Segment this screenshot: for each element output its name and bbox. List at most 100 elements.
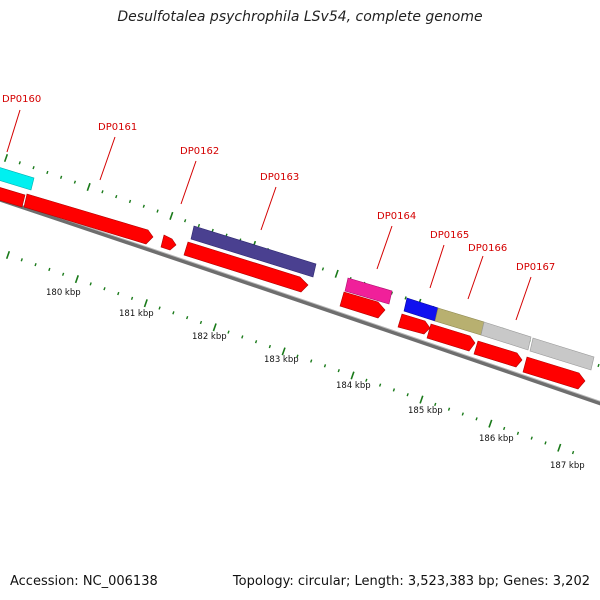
cds-arrow-dp0163[interactable] — [183, 241, 309, 293]
gene-label-dp0166[interactable]: DP0166 — [468, 243, 507, 254]
label-leaders — [6, 109, 532, 321]
upper-tick-minor — [404, 296, 407, 300]
scale-tick-minor — [530, 436, 533, 440]
scale-tick-major — [74, 275, 79, 284]
scale-tick-major — [5, 250, 11, 260]
leader-dp0163 — [260, 186, 277, 231]
upper-tick-major — [169, 211, 174, 220]
gene-block-dp0160[interactable] — [0, 166, 35, 191]
leader-dp0161 — [99, 136, 116, 181]
leader-dp0162 — [180, 160, 197, 205]
scale-tick-minor — [158, 306, 161, 310]
scale-tick-major — [557, 443, 562, 452]
gene-label-dp0163[interactable]: DP0163 — [260, 172, 299, 183]
scale-tick-major — [143, 299, 148, 308]
upper-tick-major — [334, 269, 339, 278]
gene-block-dp0166-b[interactable] — [480, 321, 532, 351]
scale-tick-minor — [227, 330, 230, 334]
leader-dp0164 — [376, 225, 393, 270]
scale-tick-ring — [5, 250, 575, 455]
scale-tick-minor — [447, 407, 451, 411]
cds-arrow-dp0161[interactable] — [23, 193, 154, 245]
cds-arrow-dp0167[interactable] — [522, 356, 586, 390]
upper-tick-minor — [321, 267, 325, 271]
scale-tick-minor — [103, 287, 106, 291]
gene-block-dp0164[interactable] — [344, 277, 393, 305]
scale-tick-minor — [130, 296, 134, 301]
leader-dp0160 — [6, 109, 21, 153]
upper-tick-minor — [128, 199, 132, 204]
gene-label-dp0160[interactable]: DP0160 — [2, 94, 41, 105]
cds-arrow-dp0160[interactable] — [0, 186, 26, 208]
scale-tick-minor — [365, 378, 368, 382]
scale-tick-major — [212, 323, 217, 332]
scale-tick-minor — [516, 431, 520, 435]
scale-tick-minor — [475, 417, 478, 421]
leader-dp0165 — [429, 244, 445, 289]
scale-tick-minor — [268, 344, 272, 349]
scale-tick-minor — [199, 320, 203, 325]
map-title: Desulfotalea psychrophila LSv54, complet… — [117, 9, 483, 25]
gene-label-dp0165[interactable]: DP0165 — [430, 230, 469, 241]
upper-tick-minor — [59, 175, 63, 179]
scale-label-183kbp: 183 kbp — [264, 355, 299, 365]
leader-dp0167 — [515, 276, 532, 321]
scale-label-182kbp: 182 kbp — [192, 332, 227, 342]
gene-block-dp0167[interactable] — [529, 337, 595, 371]
gene-label-dp0167[interactable]: DP0167 — [516, 262, 555, 273]
scale-tick-major — [419, 395, 424, 404]
cds-arrow-dp0166-a[interactable] — [426, 323, 476, 352]
scale-tick-minor — [571, 450, 575, 455]
scale-tick-minor — [89, 282, 92, 286]
upper-tick-minor — [18, 161, 21, 165]
upper-tick-major — [3, 153, 9, 163]
upper-tick-minor — [211, 228, 214, 233]
scale-tick-minor — [310, 359, 313, 363]
scale-tick-major — [488, 419, 493, 428]
scale-tick-minor — [502, 426, 506, 431]
upper-tick-major — [86, 182, 91, 191]
upper-tick-minor — [73, 180, 77, 184]
upper-tick-minor — [101, 190, 104, 194]
upper-tick-minor — [115, 194, 118, 199]
cds-track — [0, 186, 586, 390]
scale-tick-minor — [392, 388, 396, 392]
upper-tick-minor — [197, 223, 201, 228]
gene-block-dp0163[interactable] — [190, 225, 317, 278]
gene-label-dp0162[interactable]: DP0162 — [180, 146, 219, 157]
scale-label-186kbp: 186 kbp — [479, 434, 514, 444]
scale-tick-minor — [323, 364, 327, 368]
scale-tick-minor — [337, 369, 340, 373]
scale-tick-minor — [172, 311, 175, 315]
accession-text: Accession: NC_006138 — [10, 574, 158, 589]
scale-label-181kbp: 181 kbp — [119, 309, 154, 319]
scale-tick-major — [350, 371, 355, 380]
scale-tick-minor — [20, 258, 23, 262]
upper-tick-minor — [183, 219, 187, 223]
scale-tick-minor — [406, 393, 409, 397]
leader-dp0166 — [467, 255, 484, 300]
cds-arrow-dp0162[interactable] — [160, 234, 177, 251]
scale-tick-minor — [296, 354, 299, 358]
feature-track — [0, 166, 595, 371]
gene-label-dp0164[interactable]: DP0164 — [377, 211, 416, 222]
upper-tick-minor — [32, 166, 35, 170]
cds-arrow-dp0166-b[interactable] — [473, 340, 523, 368]
scale-label-180kbp: 180 kbp — [46, 288, 81, 298]
genome-backbone — [0, 197, 600, 406]
upper-tick-minor — [597, 363, 600, 368]
scale-tick-minor — [34, 262, 37, 267]
scale-tick-minor — [461, 412, 464, 416]
genome-summary-text: Topology: circular; Length: 3,523,383 bp… — [232, 574, 590, 589]
cds-arrow-dp0164[interactable] — [339, 291, 386, 319]
scale-label-184kbp: 184 kbp — [336, 381, 371, 391]
scale-tick-minor — [61, 272, 65, 276]
scale-tick-minor — [117, 291, 120, 296]
scale-tick-minor — [48, 267, 51, 272]
cds-arrow-dp0165[interactable] — [397, 313, 431, 335]
genome-backbone-highlight — [0, 197, 600, 402]
scale-tick-minor — [434, 402, 437, 407]
scale-tick-minor — [186, 315, 189, 320]
gene-label-dp0161[interactable]: DP0161 — [98, 122, 137, 133]
